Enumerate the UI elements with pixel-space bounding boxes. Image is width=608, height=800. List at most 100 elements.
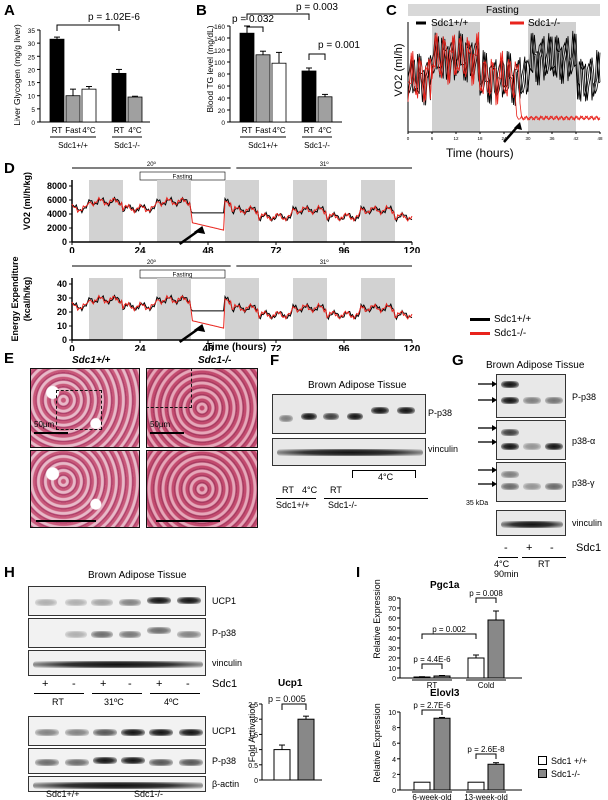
- x-tick-label: 0: [407, 136, 410, 141]
- bar: [301, 70, 317, 123]
- x-tick-label: 24: [134, 344, 146, 351]
- panel-h-band-pp38-top: P-p38: [212, 628, 237, 638]
- y-tick-label: 0: [221, 120, 225, 127]
- pvalue-label: p = 2.7E-6: [413, 701, 451, 710]
- blot-g-pp38: [496, 374, 566, 418]
- significance-bracket: [421, 633, 477, 639]
- pvalue-label: p = 2.6E-8: [467, 745, 505, 754]
- panel-f-title: Brown Adipose Tissue: [308, 380, 407, 391]
- band-arrow-head: [492, 381, 497, 387]
- panel-h-genotype-ko: Sdc1-/-: [134, 789, 164, 799]
- histology-ko-low: [146, 368, 258, 448]
- blot-h-actin: [28, 776, 206, 792]
- bar: [317, 96, 333, 123]
- y-tick-label: 40: [388, 636, 396, 643]
- panel-label-c: C: [386, 2, 397, 19]
- y-tick-label: 20: [57, 307, 67, 317]
- panel-g-sdc1-label: Sdc1: [576, 542, 602, 554]
- y-tick-label: 4: [392, 757, 396, 764]
- y-tick-label: 100: [214, 60, 225, 67]
- panel-h-divider-1: [34, 693, 84, 694]
- panel-label-h: H: [4, 564, 15, 581]
- y-tick-label: 0: [62, 237, 67, 247]
- bar: [433, 717, 451, 791]
- panel-d-legend-ko: Sdc1-/-: [494, 327, 527, 339]
- condition-label: 4°C: [272, 126, 286, 135]
- panel-h-sign-4: -: [128, 678, 132, 690]
- panel-i-bottom-title: Elovl3: [430, 688, 460, 699]
- y-tick-label: 0: [62, 335, 67, 345]
- panel-g-divider-2: [522, 557, 566, 558]
- x-tick-label: 48: [202, 344, 214, 351]
- band-arrow-head: [492, 397, 497, 403]
- panel-f-bracket: [352, 470, 416, 478]
- panel-b-pvalue-3: p = 0.001: [318, 40, 360, 51]
- panel-label-f: F: [270, 352, 280, 369]
- blot-h-vinculin: [28, 650, 206, 676]
- panel-i-legend-ko: Sdc1-/-: [551, 768, 581, 779]
- histology-ko-zoom-box: [146, 368, 192, 408]
- x-tick-label: 72: [270, 344, 282, 351]
- bar: [487, 763, 505, 791]
- arrow-shaft: [503, 125, 519, 143]
- y-tick-label: 10: [57, 321, 67, 331]
- panel-c-legend-wt: Sdc1+/+: [431, 18, 469, 29]
- y-tick-label: 30: [57, 293, 67, 303]
- temp-label-31: 31º: [320, 161, 330, 168]
- panel-d-legend-wt: Sdc1+/+: [494, 313, 532, 325]
- y-tick-label: 0: [31, 120, 35, 127]
- panel-g-marker: 35 kDa: [466, 500, 489, 507]
- arrow-head: [193, 226, 206, 234]
- blot-h-ucp1-bottom: [28, 716, 206, 746]
- bar: [413, 781, 431, 791]
- arrow-head: [193, 324, 206, 332]
- panel-h-band-actin: β-actin: [212, 779, 240, 789]
- blot-g-p38a: [496, 420, 566, 460]
- y-tick-label: 40: [218, 96, 226, 103]
- pvalue-label: p = 0.002: [432, 625, 466, 634]
- y-tick-label: 140: [214, 36, 225, 43]
- fasting-label: Fasting: [173, 175, 193, 181]
- x-tick-label: 42: [573, 136, 579, 141]
- y-tick-label: 0.5: [248, 763, 258, 770]
- panel-h-sign-3: +: [100, 678, 107, 690]
- series-line: [407, 32, 601, 106]
- y-tick-label: 2: [392, 772, 396, 779]
- y-tick-label: 30: [388, 646, 396, 653]
- bar: [467, 657, 485, 679]
- pvalue-label: p = 4.4E-6: [413, 655, 451, 664]
- panel-g-band-vinculin: vinculin: [572, 518, 603, 528]
- series-line: [71, 294, 413, 329]
- condition-label: RT: [242, 126, 253, 135]
- condition-label: Fast: [65, 126, 81, 135]
- panel-c-chart: 0 6 12 18 24 30 36 42 48: [407, 4, 603, 143]
- y-tick-label: 160: [214, 24, 225, 31]
- y-tick-label: 0: [392, 676, 396, 683]
- significance-bracket: [56, 24, 120, 31]
- panel-h2-chart: 0 0.5 1 1.5 2 2.5: [248, 702, 322, 785]
- scale-bar-wt: [34, 432, 68, 434]
- panel-h-sign-5: +: [156, 678, 163, 690]
- series-line: [407, 32, 601, 121]
- y-tick-label: 80: [218, 72, 226, 79]
- panel-c-xlabel: Time (hours): [446, 146, 514, 160]
- panel-label-b: B: [196, 2, 207, 19]
- significance-bracket: [308, 53, 326, 60]
- panel-e-scale-wt: 50µm: [34, 420, 55, 429]
- panel-g-sign-1: -: [504, 542, 508, 554]
- panel-f-lane-3: RT: [330, 485, 342, 495]
- panel-h-genotype-wt: Sdc1+/+: [46, 789, 80, 799]
- significance-bracket: [246, 26, 264, 32]
- y-tick-label: 35: [28, 28, 36, 35]
- x-tick-label: 96: [338, 344, 350, 351]
- category-label: 13-week-old: [464, 793, 508, 800]
- panel-d-top-ylabel: VO2 (ml/h/kg): [22, 172, 32, 231]
- panel-d-bottom-ylabel-1: Energy Expenditure: [10, 256, 20, 342]
- blot-f-vinculin: [272, 438, 426, 466]
- x-tick-label: 96: [338, 246, 350, 253]
- band-arrow-head: [492, 481, 497, 487]
- group-label: Sdc1-/-: [114, 141, 140, 150]
- panel-h-sdc1-label: Sdc1: [212, 678, 238, 690]
- category-label: Cold: [478, 681, 494, 690]
- y-tick-label: 20: [388, 656, 396, 663]
